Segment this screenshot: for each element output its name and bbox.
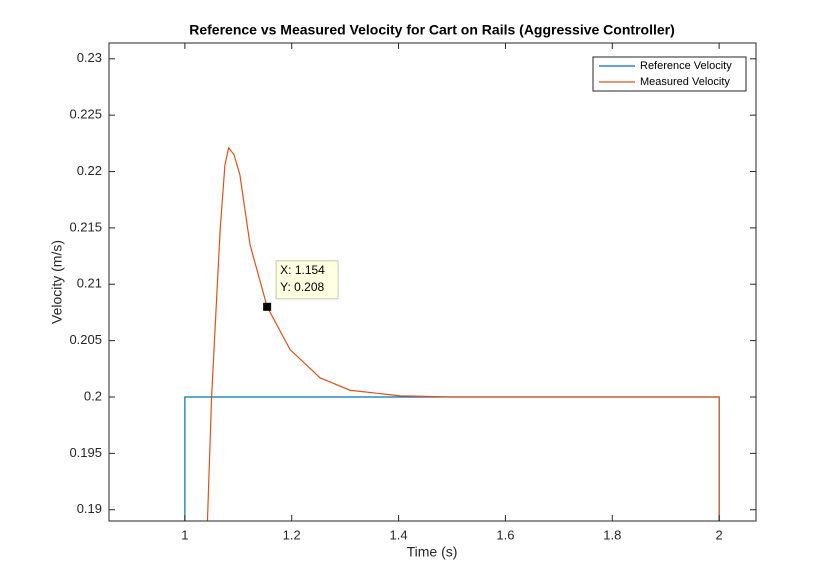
y-axis-label: Velocity (m/s): [49, 240, 65, 324]
y-tick-label: 0.22: [77, 163, 102, 178]
x-axis-label: Time (s): [407, 544, 458, 560]
y-tick-label: 0.225: [69, 107, 102, 122]
axes-box: [108, 42, 757, 522]
x-tick-label: 1.8: [603, 527, 621, 542]
legend-label: Measured Velocity: [640, 76, 730, 88]
plot-area: [184, 146, 720, 521]
datatip-y: Y: 0.208: [280, 280, 324, 294]
legend-label: Reference Velocity: [640, 60, 732, 72]
y-tick-label: 0.21: [77, 276, 102, 291]
y-tick-label: 0.23: [77, 50, 102, 65]
y-tick-label: 0.205: [69, 332, 102, 347]
x-tick-label: 1: [181, 527, 188, 542]
x-tick-label: 1.6: [496, 527, 514, 542]
y-tick-label: 0.2: [84, 388, 102, 403]
datatip-box: [275, 260, 339, 300]
x-tick-label: 1.2: [283, 527, 301, 542]
series-line: [206, 146, 720, 521]
legend-box: [592, 56, 747, 92]
chart-title: Reference vs Measured Velocity for Cart …: [189, 22, 675, 38]
y-tick-label: 0.215: [69, 219, 102, 234]
x-tick-label: 1.4: [390, 527, 408, 542]
y-tick-label: 0.195: [69, 445, 102, 460]
datatip-x: X: 1.154: [280, 263, 325, 277]
x-tick-label: 2: [716, 527, 723, 542]
datatip-marker: [263, 302, 272, 311]
y-tick-label: 0.19: [77, 501, 102, 516]
